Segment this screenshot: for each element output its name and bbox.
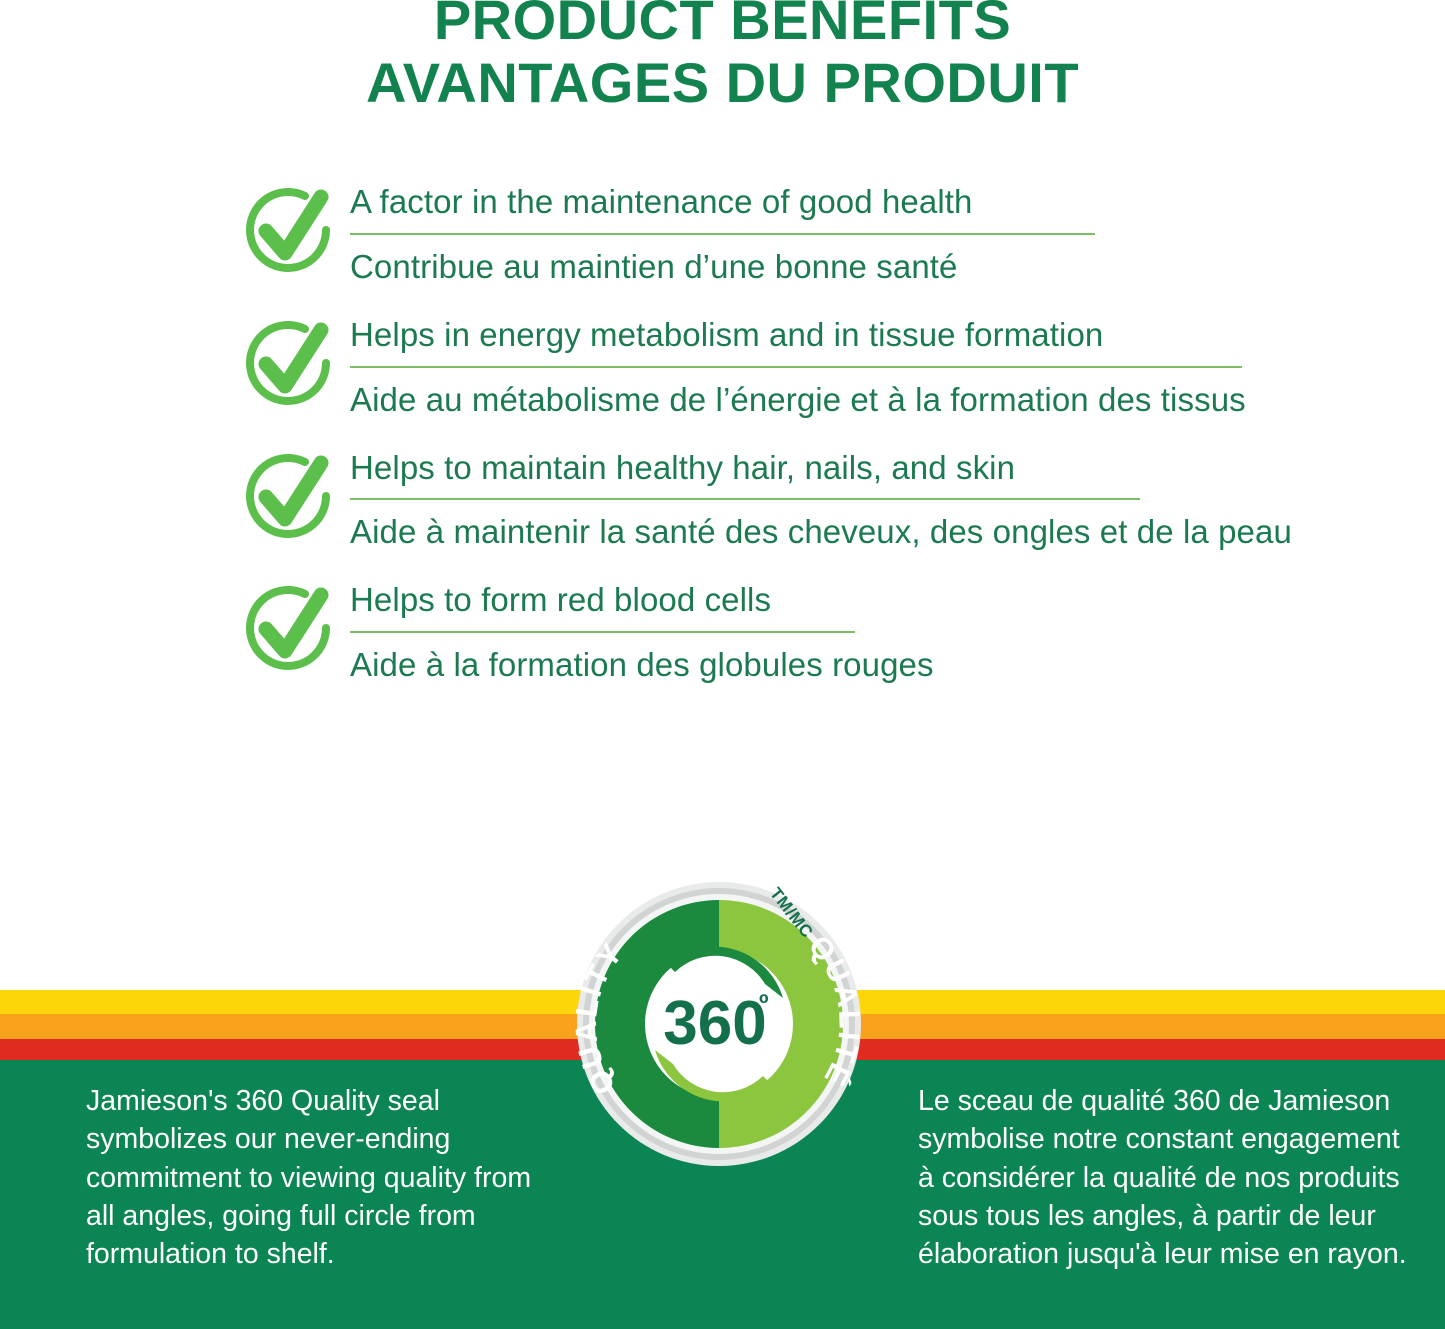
quality-360-seal-icon: QUALITY QUALITÉ 360 º TM/MC (575, 880, 863, 1168)
benefit-text-french: Aide à maintenir la santé des cheveux, d… (350, 513, 1292, 551)
benefits-list: A factor in the maintenance of good heal… (242, 178, 1362, 709)
check-circle-icon (242, 444, 350, 542)
page-title-english: PRODUCT BENEFITS (433, 0, 1012, 51)
seal-description-english: Jamieson's 360 Quality seal symbolizes o… (86, 1085, 532, 1271)
check-circle-icon (242, 576, 350, 674)
page-title-french: AVANTAGES DU PRODUIT (365, 51, 1080, 115)
benefit-divider (350, 631, 855, 634)
benefit-text-french: Aide à la formation des globules rouges (350, 646, 934, 684)
benefit-text-english: A factor in the maintenance of good heal… (350, 183, 973, 220)
benefit-text-english: Helps to maintain healthy hair, nails, a… (350, 448, 1016, 486)
benefit-item: Helps in energy metabolism and in tissue… (242, 311, 1362, 422)
benefit-item: A factor in the maintenance of good heal… (242, 178, 1362, 289)
benefit-texts: A factor in the maintenance of good heal… (350, 178, 1362, 289)
benefit-divider (350, 498, 1140, 501)
benefit-text-french: Contribue au maintien d’une bonne santé (350, 247, 958, 285)
svg-text:360: 360 (663, 989, 766, 1058)
benefit-text-english: Helps to form red blood cells (350, 581, 772, 619)
seal-description-french: Le sceau de qualité 360 de Jamieson symb… (918, 1085, 1407, 1271)
benefit-divider (350, 365, 1242, 368)
check-circle-icon (242, 311, 350, 409)
benefit-texts: Helps in energy metabolism and in tissue… (350, 311, 1362, 422)
benefit-text-english: Helps in energy metabolism and in tissue… (350, 315, 1104, 353)
benefit-texts: Helps to maintain healthy hair, nails, a… (350, 444, 1362, 555)
benefit-divider (350, 232, 1095, 235)
svg-text:º: º (759, 988, 769, 1018)
benefit-text-french: Aide au métabolisme de l’énergie et à la… (350, 380, 1246, 418)
benefit-item: Helps to maintain healthy hair, nails, a… (242, 444, 1362, 555)
benefit-item: Helps to form red blood cells Aide à la … (242, 576, 1362, 687)
benefit-texts: Helps to form red blood cells Aide à la … (350, 576, 1362, 687)
check-circle-icon (242, 178, 350, 276)
page-title: PRODUCT BENEFITS AVANTAGES DU PRODUIT (0, 0, 1445, 115)
